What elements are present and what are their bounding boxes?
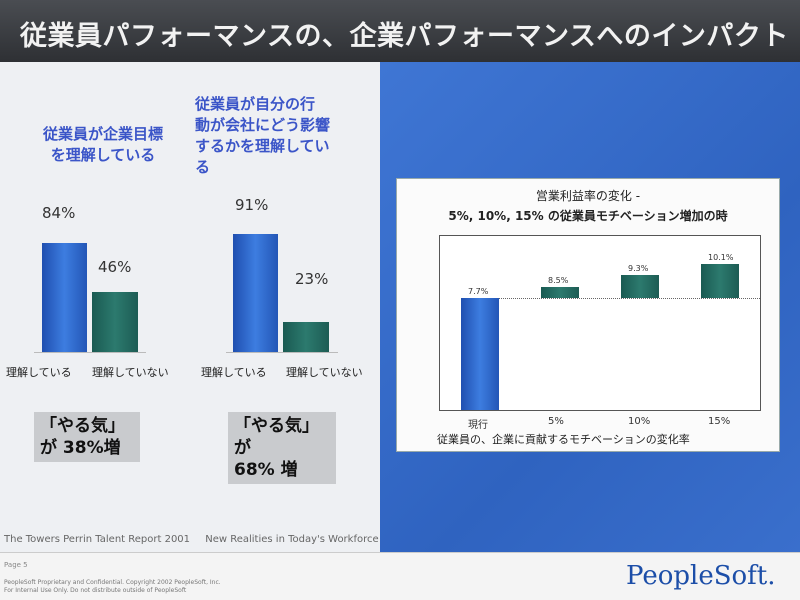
source-citation: The Towers Perrin Talent Report 2001 New… xyxy=(4,534,391,545)
group2-bar-understand xyxy=(233,234,278,352)
group1-heading-line1: 従業員が企業目標 xyxy=(42,125,163,143)
group2-heading-line3: するかを理解してい xyxy=(195,137,330,155)
chart-title: 営業利益率の変化 - xyxy=(535,189,641,203)
chart-bar-1 xyxy=(461,298,499,410)
operating-margin-chart: 営業利益率の変化 - 5%, 10%, 15% の従業員モチベーション増加の時 … xyxy=(396,178,780,452)
chart-bar-4 xyxy=(701,263,739,299)
group2-callout-line2: 68% 増 xyxy=(234,460,298,480)
group1-heading: 従業員が企業目標 を理解している xyxy=(28,124,178,166)
group2-heading-line2: 動が会社にどう影響 xyxy=(195,116,331,134)
group1-baseline xyxy=(34,352,146,353)
chart-x-tick-4: 15% xyxy=(708,416,731,427)
legal-line1: PeopleSoft Proprietary and Confidential.… xyxy=(4,579,221,586)
group1-bar-understand xyxy=(42,243,87,352)
chart-x-tick-2: 5% xyxy=(548,416,564,427)
group1-label-not-understand: 理解していない xyxy=(92,366,169,379)
chart-data-label-1: 7.7% xyxy=(468,287,489,297)
chart-data-label-3: 9.3% xyxy=(628,264,649,274)
left-panel: 従業員が企業目標 を理解している 84% 46% 理解している 理解していない … xyxy=(0,62,380,552)
group2-heading-line4: る xyxy=(195,158,211,176)
group1-callout-line1: 「やる気」 xyxy=(40,416,125,436)
chart-bar-2 xyxy=(541,286,579,299)
group2-callout: 「やる気」が 68% 増 xyxy=(228,412,336,484)
chart-baseline-reference xyxy=(480,298,760,300)
legal-notice: PeopleSoft Proprietary and Confidential.… xyxy=(4,579,264,595)
group2-heading: 従業員が自分の行 動が会社にどう影響 するかを理解してい る xyxy=(195,94,345,178)
group1-callout: 「やる気」 が 38%増 xyxy=(34,412,140,462)
group2-label-understand: 理解している xyxy=(201,366,267,379)
group2-baseline xyxy=(226,352,338,353)
chart-x-tick-3: 10% xyxy=(628,416,651,427)
group2-callout-line1: 「やる気」が xyxy=(234,416,319,458)
peoplesoft-logo: PeopleSoft. xyxy=(626,561,776,591)
group1-bar-not-understand xyxy=(92,292,138,352)
source-report: The Towers Perrin Talent Report 2001 xyxy=(4,534,191,545)
group2-label-not-understand: 理解していない xyxy=(286,366,363,379)
chart-subtitle: 5%, 10%, 15% の従業員モチベーション増加の時 xyxy=(448,209,728,223)
group1-label-understand: 理解している xyxy=(6,366,72,379)
page-number: Page 5 xyxy=(4,561,28,569)
chart-x-axis-title: 従業員の、企業に貢献するモチベーションの変化率 xyxy=(437,433,690,446)
slide-title: 従業員パフォーマンスの、企業パフォーマンスへのインパクト xyxy=(0,0,800,62)
group1-callout-line2: が 38%増 xyxy=(40,438,121,458)
source-subtitle: New Realities in Today's Workforce xyxy=(205,534,379,545)
group2-value-not-understand: 23% xyxy=(295,270,329,288)
chart-data-label-2: 8.5% xyxy=(548,275,569,285)
footer: Page 5 PeopleSoft Proprietary and Confid… xyxy=(0,552,800,600)
chart-bar-3 xyxy=(621,275,659,299)
chart-x-tick-1: 現行 xyxy=(468,420,488,431)
group1-heading-line2: を理解している xyxy=(50,146,156,164)
group2-heading-line1: 従業員が自分の行 xyxy=(195,95,316,113)
group2-bar-not-understand xyxy=(283,322,329,352)
chart-plot-area: 7.7% 現行 8.5% 5% 9.3% 10% 10.1% 15% xyxy=(439,235,761,431)
legal-line2: For Internal Use Only. Do not distribute… xyxy=(4,587,187,594)
group1-value-not-understand: 46% xyxy=(98,258,132,276)
chart-data-label-4: 10.1% xyxy=(708,252,734,262)
group1-value-understand: 84% xyxy=(42,204,76,222)
group2-value-understand: 91% xyxy=(235,196,269,214)
